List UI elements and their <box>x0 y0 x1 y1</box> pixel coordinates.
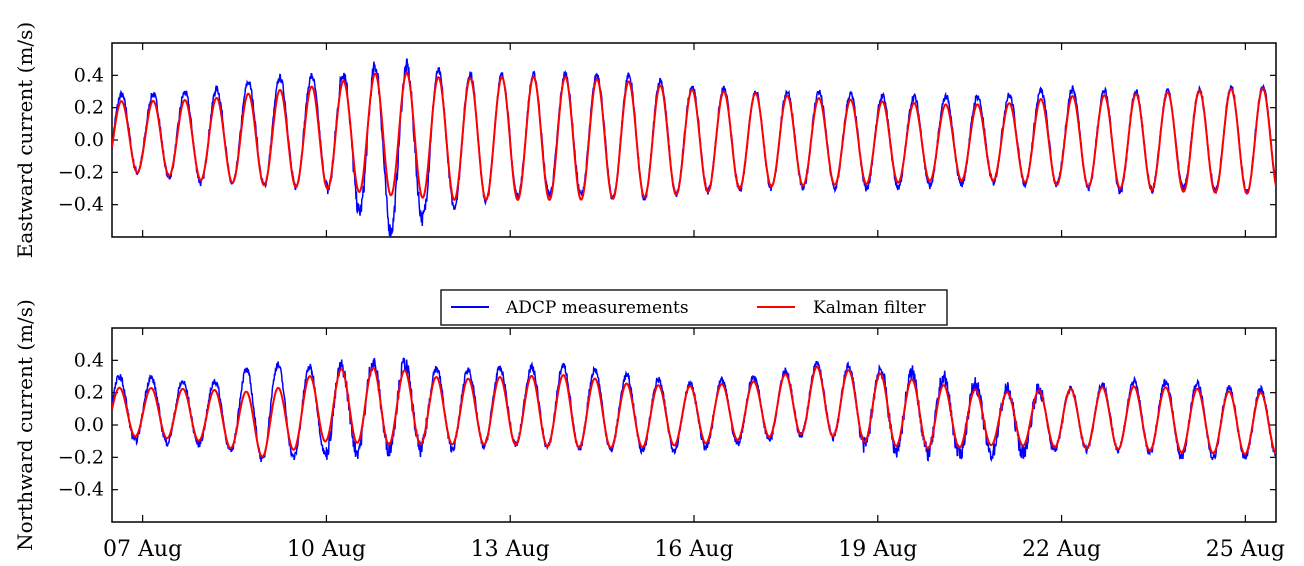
legend: ADCP measurements Kalman filter <box>440 289 948 326</box>
y-tick-label: −0.2 <box>58 446 104 468</box>
x-tick-label: 16 Aug <box>654 537 733 562</box>
x-tick-label: 25 Aug <box>1206 537 1285 562</box>
northward-y-ticks: −0.4 −0.2 0.0 0.2 0.4 <box>58 349 1276 501</box>
eastward-kalman-series-line <box>112 71 1276 201</box>
y-tick-label: 0.0 <box>74 129 104 151</box>
legend-adcp-label: ADCP measurements <box>505 298 689 318</box>
x-tick-label: 13 Aug <box>471 537 550 562</box>
eastward-current-panel: −0.4 −0.2 0.0 0.2 0.4 Eastward current (m/s) <box>13 22 1277 258</box>
x-tick-label: 19 Aug <box>838 537 917 562</box>
northward-adcp-series-line <box>112 357 1276 463</box>
eastward-plot-frame <box>111 42 1277 238</box>
legend-box <box>440 289 948 326</box>
x-tick-label: 07 Aug <box>103 537 182 562</box>
northward-x-ticks: 07 Aug 10 Aug 13 Aug 16 Aug 19 Aug 22 Aug 25 A… <box>103 328 1285 562</box>
northward-kalman-series-line <box>112 365 1276 458</box>
y-tick-label: 0.2 <box>74 97 104 119</box>
x-tick-label: 22 Aug <box>1022 537 1101 562</box>
eastward-x-ticks <box>142 43 1246 237</box>
y-tick-label: 0.0 <box>74 414 104 436</box>
y-tick-label: −0.4 <box>58 479 104 501</box>
legend-kalman-label: Kalman filter <box>813 298 927 318</box>
eastward-y-axis-label: Eastward current (m/s) <box>13 22 37 258</box>
northward-current-panel: −0.4 −0.2 0.0 0.2 0.4 07 Aug 10 Aug 13 Aug 16 A… <box>13 299 1285 562</box>
y-tick-label: 0.2 <box>74 382 104 404</box>
y-tick-label: −0.4 <box>58 194 104 216</box>
y-tick-label: 0.4 <box>74 349 104 371</box>
y-tick-label: −0.2 <box>58 161 104 183</box>
x-tick-label: 10 Aug <box>287 537 366 562</box>
y-tick-label: 0.4 <box>74 64 104 86</box>
northward-y-axis-label: Northward current (m/s) <box>13 299 37 551</box>
eastward-y-ticks: −0.4 −0.2 0.0 0.2 0.4 <box>58 64 1276 216</box>
eastward-adcp-series-line <box>112 58 1276 237</box>
